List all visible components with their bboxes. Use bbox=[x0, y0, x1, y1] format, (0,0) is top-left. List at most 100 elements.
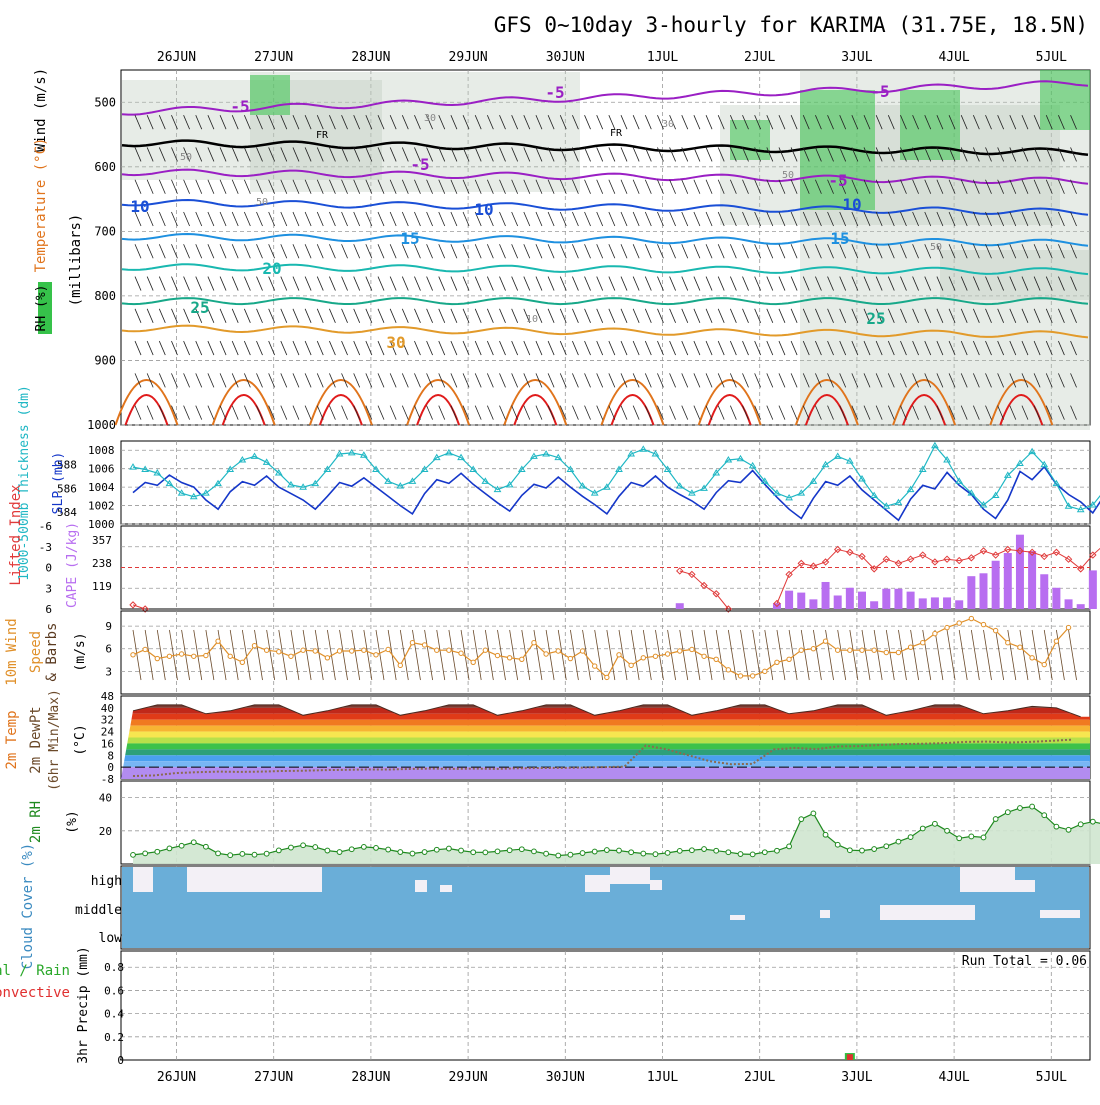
wind-barb bbox=[316, 115, 324, 130]
rh-point bbox=[446, 845, 452, 852]
wind-barb bbox=[960, 276, 968, 291]
wind-barb bbox=[754, 211, 762, 227]
wind-barb bbox=[705, 405, 713, 420]
wind-barb bbox=[341, 211, 348, 227]
wind-barb bbox=[705, 244, 713, 259]
wind-barb bbox=[1043, 629, 1053, 681]
thickness-point bbox=[505, 480, 514, 488]
thickness-point bbox=[129, 463, 137, 470]
wind-barb bbox=[618, 629, 628, 681]
wind-barb bbox=[341, 115, 348, 130]
wind-speed-point bbox=[421, 642, 428, 648]
wind-barb bbox=[329, 340, 336, 356]
wind-barb bbox=[790, 211, 798, 227]
run-total-label: Run Total = 0.06 bbox=[962, 954, 1087, 969]
wind-barb bbox=[997, 115, 1005, 130]
wind-barb bbox=[705, 308, 713, 323]
temp-contour bbox=[121, 168, 1089, 185]
contour-label: 10 bbox=[842, 195, 861, 214]
wind-barb bbox=[1033, 405, 1041, 420]
thickness-point bbox=[809, 477, 818, 484]
thickness-point bbox=[165, 479, 174, 487]
wind-barb bbox=[693, 211, 701, 227]
slp-tick: 1002 bbox=[88, 500, 115, 513]
wind-barb bbox=[596, 276, 604, 291]
wind-barb bbox=[657, 276, 664, 291]
wind-barb bbox=[511, 276, 519, 291]
wind-barb bbox=[729, 211, 737, 227]
wind-barb bbox=[146, 276, 154, 291]
wind-barb bbox=[912, 147, 919, 162]
wind-speed-point bbox=[166, 653, 173, 659]
rh-point bbox=[1029, 803, 1035, 810]
wind-barb bbox=[851, 276, 859, 291]
li-point bbox=[1089, 551, 1097, 559]
wind-barb bbox=[353, 340, 361, 356]
wind-speed-point bbox=[312, 648, 318, 654]
wind-barb bbox=[946, 629, 956, 681]
rh-point bbox=[932, 820, 938, 827]
wind-barb bbox=[960, 244, 968, 259]
temp-band bbox=[121, 755, 1090, 762]
rh-point bbox=[652, 851, 659, 858]
rh-point bbox=[871, 846, 878, 852]
wind-barb bbox=[1033, 276, 1041, 291]
thickness-point bbox=[712, 469, 721, 476]
li-axis-label: Lifted Index bbox=[8, 484, 24, 585]
wind-barb bbox=[523, 179, 531, 194]
thickness-point bbox=[918, 465, 927, 472]
wind-barb bbox=[766, 340, 774, 356]
rh-point bbox=[251, 851, 258, 858]
wind-barb bbox=[717, 211, 725, 227]
wind-barb bbox=[292, 308, 300, 323]
wind-barb bbox=[900, 276, 907, 291]
li-point bbox=[129, 601, 137, 609]
wind-barb bbox=[462, 115, 470, 130]
wind-barb bbox=[231, 373, 239, 388]
wind-barb bbox=[584, 244, 591, 259]
temp-tick: -8 bbox=[101, 773, 114, 786]
wind-barb bbox=[985, 373, 992, 388]
wind-barb bbox=[158, 147, 166, 162]
wind-speed-point bbox=[1005, 639, 1011, 646]
thickness-point bbox=[870, 491, 879, 499]
thickness-point bbox=[445, 448, 453, 456]
wind-barb bbox=[934, 629, 944, 681]
wind-barb bbox=[766, 179, 774, 194]
wind-barb bbox=[1019, 629, 1029, 681]
wind-barb bbox=[693, 115, 701, 130]
rh-point bbox=[360, 844, 367, 850]
wind-barb bbox=[1070, 244, 1077, 259]
thickness-point bbox=[469, 465, 478, 472]
wind-speed-point bbox=[895, 649, 902, 656]
wind-barb bbox=[399, 629, 409, 681]
wind-barb bbox=[219, 179, 227, 194]
wind-barb bbox=[800, 629, 810, 681]
top-date-label: 2JUL bbox=[744, 50, 775, 65]
wind-barb bbox=[1070, 115, 1077, 130]
rh-point bbox=[555, 852, 562, 859]
wind-speed-point bbox=[482, 647, 489, 653]
wind-barb bbox=[207, 405, 215, 420]
wind-speed-point bbox=[349, 648, 355, 654]
wind-barb bbox=[900, 244, 907, 259]
wind-barb bbox=[436, 629, 446, 681]
li-point bbox=[712, 590, 720, 598]
wind-barb bbox=[401, 179, 409, 194]
temp-tick: 48 bbox=[101, 690, 114, 703]
wind-barb bbox=[644, 340, 652, 356]
wind-barb bbox=[426, 115, 433, 130]
wind-barb bbox=[642, 629, 652, 681]
cloud-gap bbox=[1040, 910, 1080, 918]
wind-barb bbox=[280, 340, 288, 356]
wind-barb bbox=[802, 179, 810, 194]
wind-barb bbox=[351, 629, 361, 681]
wind-barb bbox=[438, 179, 446, 194]
wind-barb bbox=[596, 147, 604, 162]
wind-barb bbox=[863, 308, 871, 323]
wind-barb bbox=[827, 405, 834, 420]
wind-barb bbox=[219, 340, 227, 356]
wind-barb bbox=[450, 373, 458, 388]
bottom-date-label: 3JUL bbox=[841, 1070, 872, 1085]
wind-barb bbox=[1070, 179, 1077, 194]
